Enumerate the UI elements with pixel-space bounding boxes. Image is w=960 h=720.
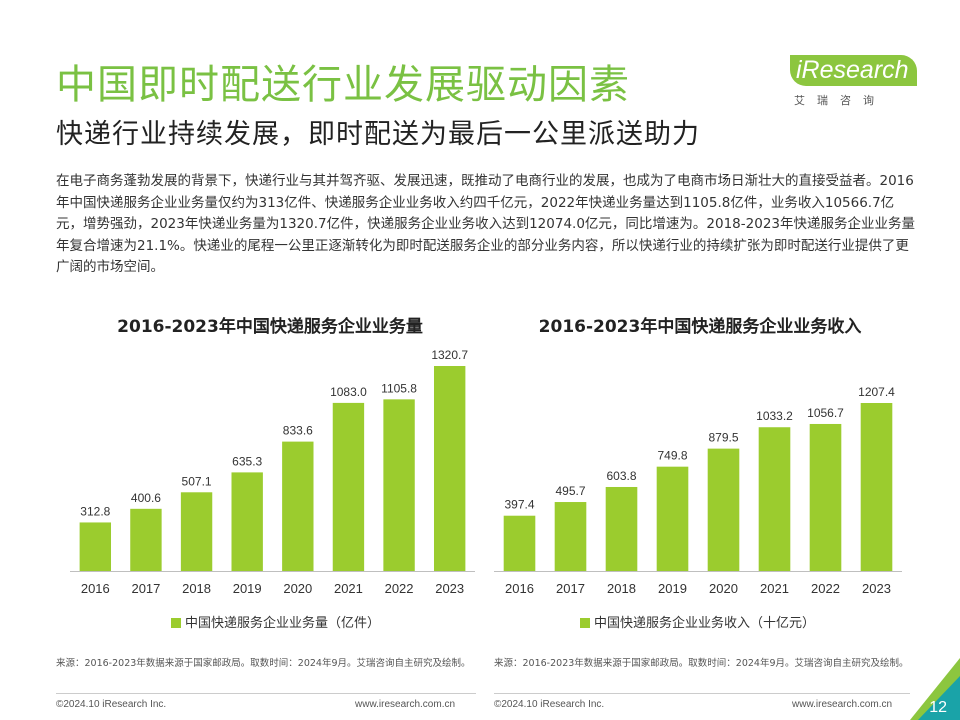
- page-subtitle: 快递行业持续发展，即时配送为最后一公里派送助力: [56, 119, 700, 150]
- bar-value-label: 879.5: [708, 431, 738, 445]
- bar: [231, 472, 263, 571]
- bar: [758, 427, 791, 571]
- bar: [554, 502, 587, 571]
- bar: [503, 515, 536, 571]
- legend-swatch: [171, 618, 181, 628]
- x-tick-label: 2017: [556, 581, 585, 596]
- page-number: 12: [929, 699, 947, 716]
- bar-value-label: 495.7: [555, 484, 585, 498]
- logo-chinese-name: 艾瑞咨询: [794, 94, 886, 107]
- x-tick-label: 2016: [505, 581, 534, 596]
- footer-url-left[interactable]: www.iresearch.com.cn: [355, 699, 456, 710]
- bar: [656, 466, 689, 571]
- iresearch-logo: iResearch 艾瑞咨询: [790, 55, 920, 115]
- bar-value-label: 635.3: [232, 454, 262, 468]
- footer-copyright-right: ©2024.10 iResearch Inc.: [494, 699, 605, 710]
- bar: [180, 492, 213, 571]
- bar-value-label: 397.4: [504, 498, 534, 512]
- bar: [282, 441, 314, 571]
- x-tick-label: 2018: [607, 581, 636, 596]
- bar-value-label: 1056.7: [807, 406, 844, 420]
- bar-value-label: 603.8: [606, 469, 636, 483]
- x-tick-label: 2019: [233, 581, 262, 596]
- x-tick-label: 2019: [658, 581, 687, 596]
- bar-value-label: 400.6: [131, 491, 161, 505]
- x-tick-label: 2018: [182, 581, 211, 596]
- logo-wordmark: iResearch: [790, 55, 917, 86]
- bar-value-label: 833.6: [283, 424, 313, 438]
- bar-value-label: 1033.2: [756, 409, 793, 423]
- x-tick-label: 2017: [131, 581, 160, 596]
- bar-value-label: 1207.4: [858, 385, 895, 399]
- legend-label-revenue: 中国快递服务企业业务收入（十亿元）: [594, 616, 816, 631]
- x-tick-label: 2016: [81, 581, 110, 596]
- page-title: 中国即时配送行业发展驱动因素: [56, 62, 630, 108]
- x-tick-label: 2023: [862, 581, 891, 596]
- x-tick-label: 2021: [760, 581, 789, 596]
- legend-label-volume: 中国快递服务企业业务量（亿件）: [185, 616, 381, 631]
- legend-volume: 中国快递服务企业业务量（亿件）: [171, 612, 380, 631]
- x-tick-label: 2023: [435, 581, 464, 596]
- footer-divider-right: [494, 693, 910, 694]
- intro-paragraph: 在电子商务蓬勃发展的背景下，快递行业与其并驾齐驱、发展迅速，既推动了电商行业的发…: [56, 173, 916, 276]
- bar: [809, 423, 842, 571]
- bar-value-label: 507.1: [182, 474, 212, 488]
- x-tick-label: 2020: [709, 581, 738, 596]
- chart-title-volume: 2016-2023年中国快递服务企业业务量: [117, 317, 423, 337]
- source-note-left: 来源：2016-2023年数据来源于国家邮政局。取数时间：2024年9月。艾瑞咨…: [56, 658, 471, 669]
- legend-swatch: [580, 618, 590, 628]
- bar: [130, 508, 162, 571]
- corner-decoration: [910, 658, 960, 720]
- bar: [860, 403, 893, 571]
- bar-value-label: 749.8: [657, 449, 687, 463]
- footer-copyright-left: ©2024.10 iResearch Inc.: [56, 699, 167, 710]
- x-tick-label: 2020: [283, 581, 312, 596]
- footer-url-right[interactable]: www.iresearch.com.cn: [792, 699, 893, 710]
- x-tick-label: 2022: [811, 581, 840, 596]
- bar-value-label: 312.8: [80, 504, 110, 518]
- bar: [707, 448, 740, 571]
- x-tick-label: 2021: [334, 581, 363, 596]
- x-tick-label: 2022: [385, 581, 414, 596]
- source-note-right: 来源：2016-2023年数据来源于国家邮政局。取数时间：2024年9月。艾瑞咨…: [494, 658, 909, 669]
- bar-value-label: 1320.7: [431, 348, 468, 362]
- chart-title-revenue: 2016-2023年中国快递服务企业业务收入: [538, 317, 862, 337]
- bar: [332, 402, 365, 571]
- bar: [433, 366, 466, 571]
- footer-divider-left: [56, 693, 476, 694]
- bar: [79, 522, 112, 571]
- bar-value-label: 1105.8: [381, 381, 417, 395]
- legend-revenue: 中国快递服务企业业务收入（十亿元）: [580, 612, 815, 631]
- bar: [383, 399, 415, 571]
- bar-value-label: 1083.0: [330, 385, 367, 399]
- bar: [605, 486, 638, 571]
